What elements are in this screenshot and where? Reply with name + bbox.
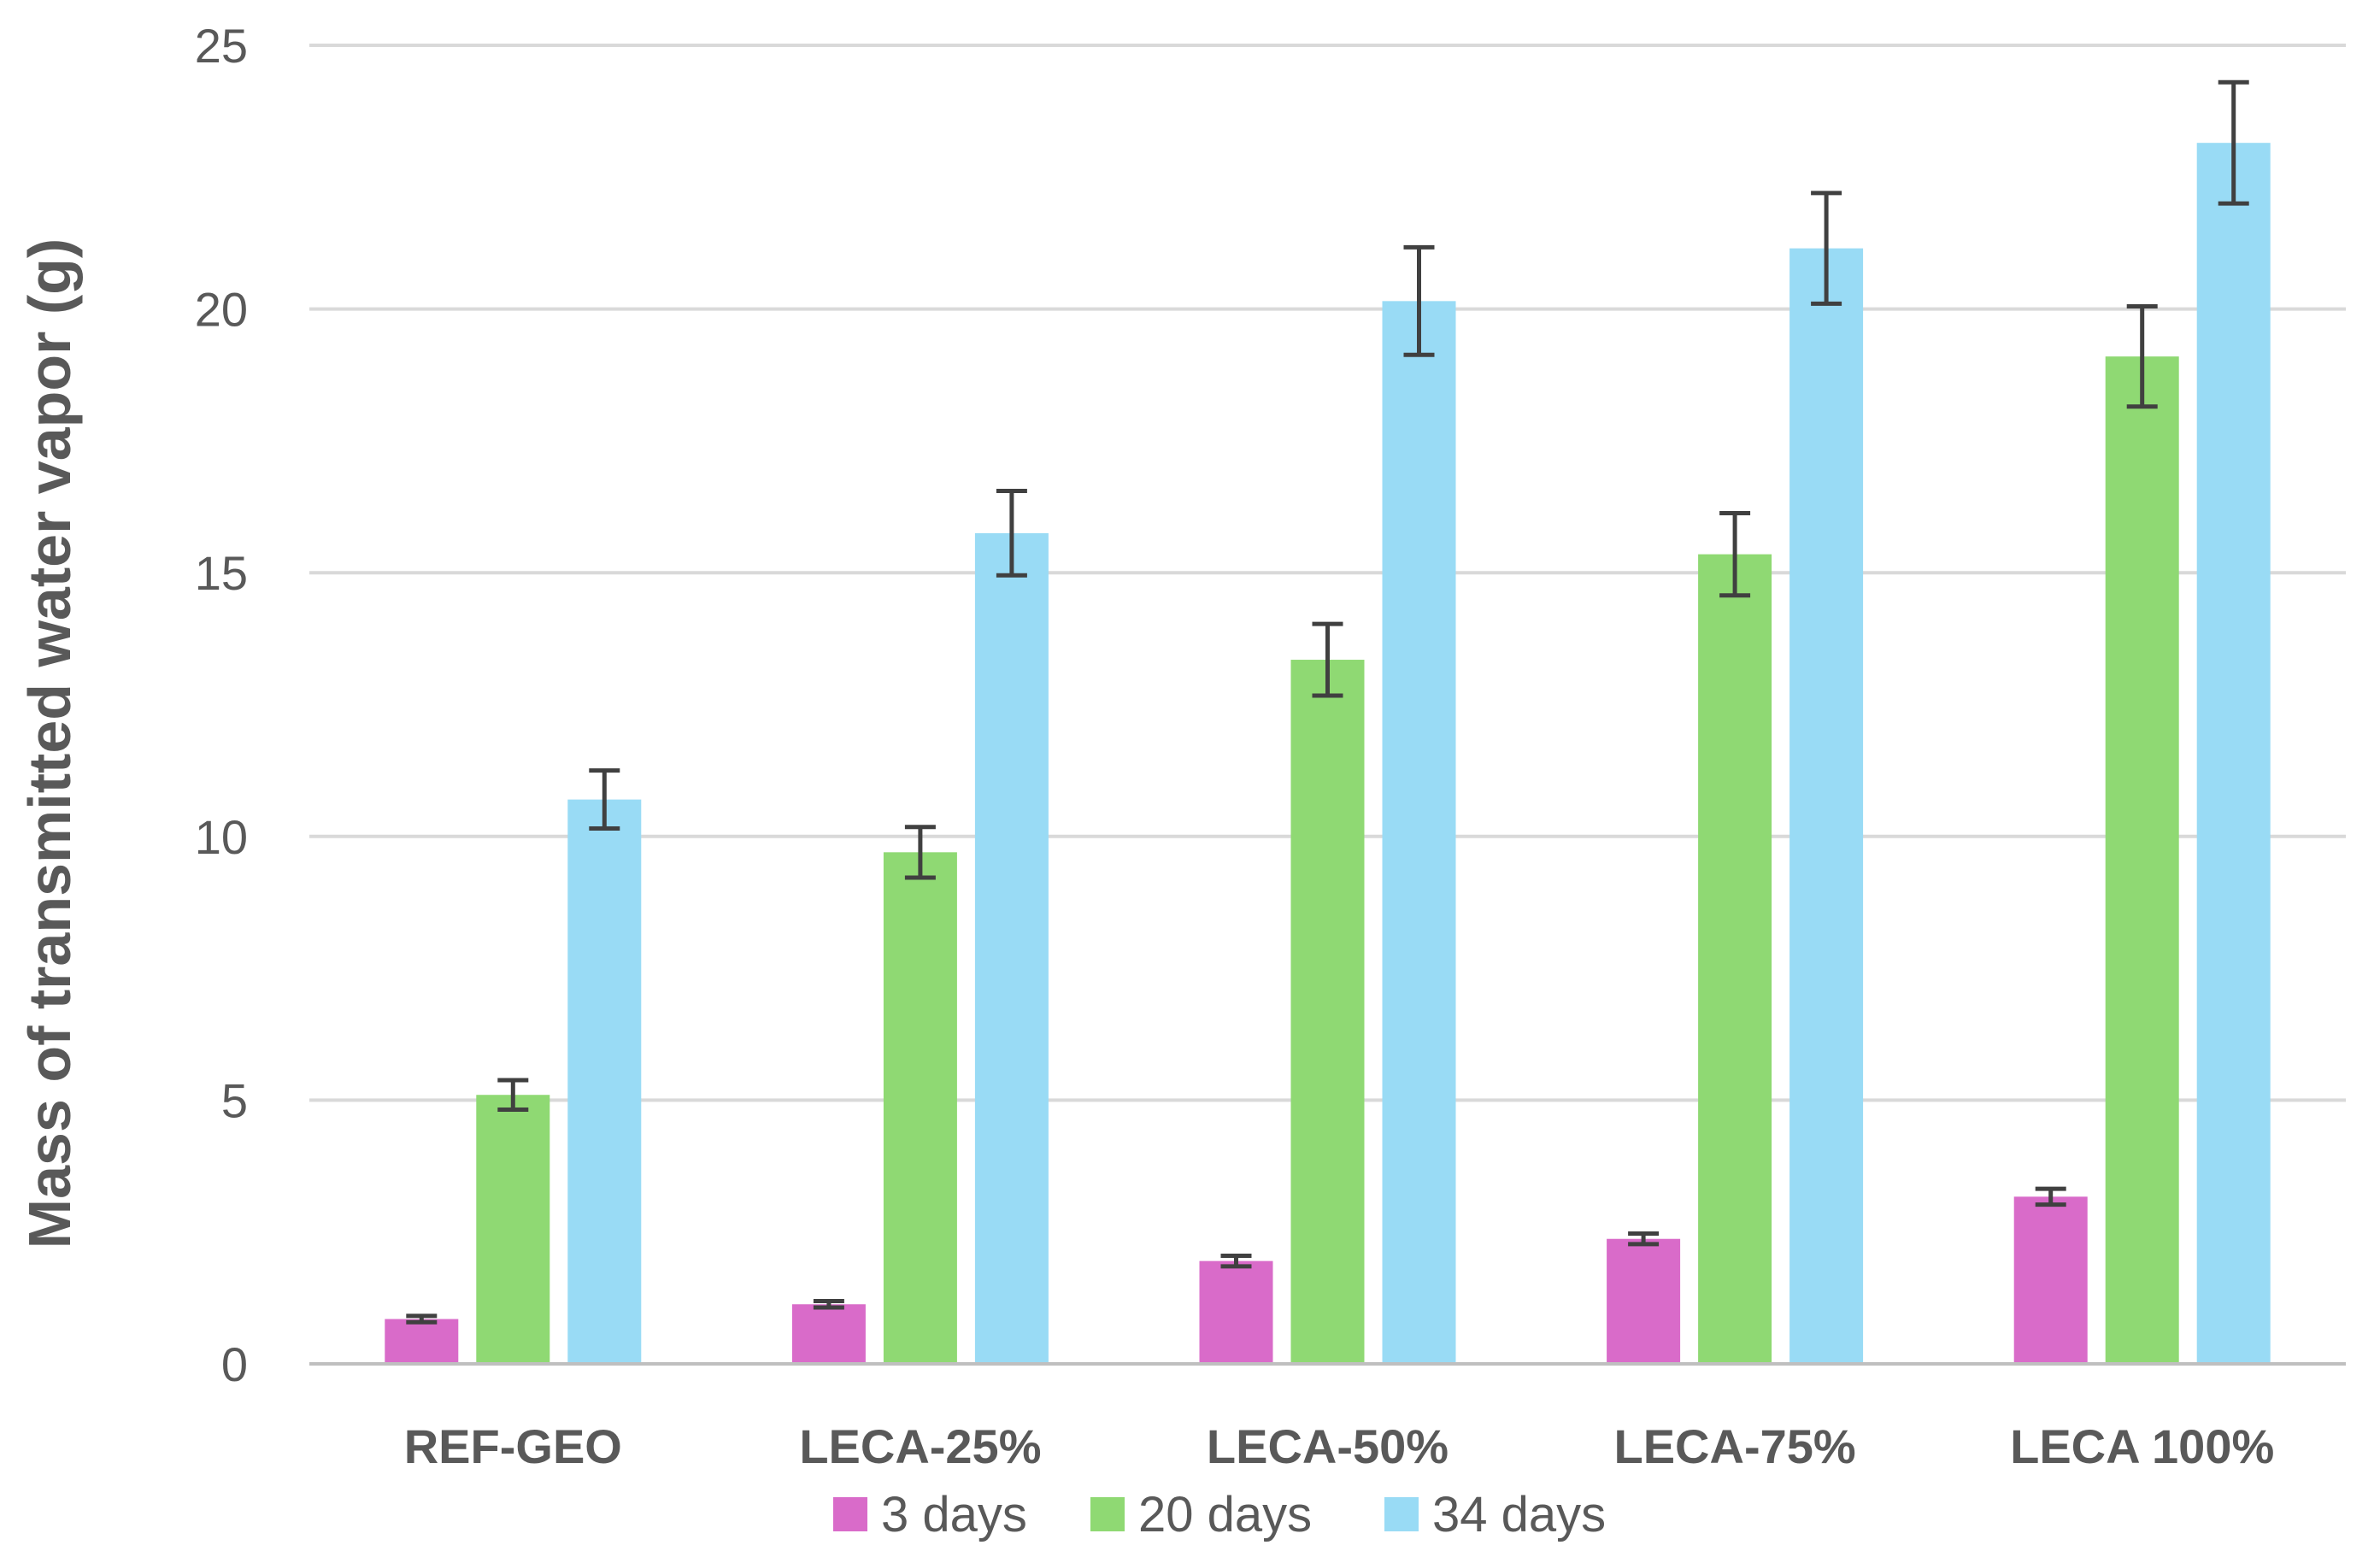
bar — [1789, 248, 1864, 1364]
error-bar — [1719, 510, 1751, 598]
x-axis-categories: REF-GEO LECA-25% LECA-50% LECA-75% LECA 100% — [404, 1419, 2275, 1473]
y-tick-label: 0 — [221, 1337, 248, 1391]
x-category-label: LECA-50% — [1207, 1419, 1449, 1473]
bar — [385, 1319, 459, 1364]
bar — [791, 1304, 866, 1364]
y-tick-label: 5 — [221, 1073, 248, 1127]
error-bar — [589, 768, 620, 831]
gridlines — [309, 44, 2346, 1102]
error-bar — [996, 489, 1027, 578]
error-bar — [813, 1299, 844, 1310]
y-tick-label: 20 — [195, 283, 248, 337]
bar — [567, 799, 642, 1364]
error-bars — [406, 79, 2249, 1325]
y-tick-label: 10 — [195, 810, 248, 864]
bar — [1698, 554, 1772, 1364]
error-bar — [406, 1313, 438, 1325]
bar — [2196, 143, 2271, 1364]
legend: 3 days 20 days 34 days — [833, 1487, 1606, 1542]
bar — [2013, 1196, 2088, 1364]
x-category-label: LECA-25% — [799, 1419, 1041, 1473]
bar — [1290, 660, 1365, 1364]
legend-swatch — [1090, 1497, 1125, 1531]
error-bar — [2218, 79, 2249, 206]
error-bar — [1403, 244, 1435, 357]
bar — [974, 532, 1049, 1364]
error-bar — [1312, 621, 1343, 698]
bar — [476, 1095, 550, 1364]
error-bar — [2126, 304, 2158, 409]
error-bar — [1811, 191, 1842, 306]
bar — [1199, 1260, 1273, 1364]
x-category-label: LECA 100% — [2010, 1419, 2274, 1473]
error-bar — [904, 825, 936, 880]
y-tick-label: 15 — [195, 546, 248, 600]
x-category-label: REF-GEO — [404, 1419, 622, 1473]
y-axis-ticks: 0 5 10 15 20 25 — [195, 19, 248, 1391]
error-bar — [497, 1078, 529, 1113]
legend-swatch — [833, 1497, 867, 1531]
legend-label: 34 days — [1432, 1487, 1606, 1542]
y-tick-label: 25 — [195, 19, 248, 73]
legend-label: 3 days — [881, 1487, 1027, 1542]
x-category-label: LECA-75% — [1614, 1419, 1856, 1473]
error-bar — [2035, 1186, 2066, 1207]
bar — [883, 852, 957, 1364]
error-bar — [1220, 1253, 1252, 1269]
bar — [1607, 1238, 1681, 1364]
bar — [2105, 356, 2179, 1365]
y-axis-title: Mass of transmitted water vapor (g) — [16, 238, 83, 1249]
legend-swatch — [1384, 1497, 1419, 1531]
error-bar — [1628, 1231, 1660, 1247]
bars — [385, 143, 2271, 1365]
legend-label: 20 days — [1138, 1487, 1312, 1542]
bar — [1382, 301, 1456, 1364]
